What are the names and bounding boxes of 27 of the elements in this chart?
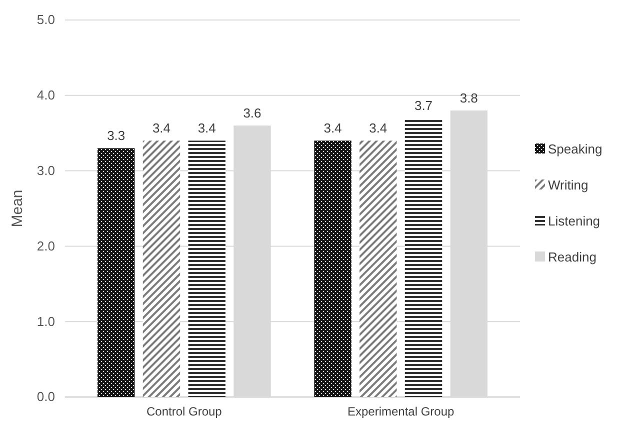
- data-label: 3.3: [107, 128, 126, 144]
- legend-label: Listening: [548, 214, 600, 228]
- y-tick-label: 3.0: [36, 162, 55, 178]
- y-tick-label: 5.0: [36, 12, 55, 28]
- y-tick-label: 1.0: [36, 314, 55, 329]
- legend-label: Writing: [548, 178, 588, 192]
- bar: [314, 140, 352, 397]
- data-label: 3.4: [152, 120, 171, 136]
- bar: [404, 118, 442, 397]
- data-label: 3.7: [414, 98, 433, 114]
- legend-label: Speaking: [548, 142, 602, 156]
- y-tick-label: 2.0: [36, 238, 55, 254]
- bar: [188, 140, 226, 397]
- data-label: 3.4: [198, 120, 216, 136]
- data-label: 3.6: [243, 106, 262, 121]
- bar: [360, 140, 397, 397]
- legend-label: Reading: [548, 250, 596, 264]
- y-axis-title: Mean: [9, 190, 26, 228]
- y-tick-label: 0.0: [36, 389, 55, 404]
- bar: [142, 140, 180, 397]
- x-tick-label: Experimental Group: [347, 404, 455, 419]
- data-label: 3.4: [324, 120, 342, 136]
- x-tick-label: Control Group: [146, 404, 222, 419]
- data-label: 3.4: [369, 120, 388, 136]
- data-label: 3.8: [460, 90, 478, 106]
- y-tick-label: 4.0: [36, 88, 55, 103]
- bar: [98, 148, 135, 397]
